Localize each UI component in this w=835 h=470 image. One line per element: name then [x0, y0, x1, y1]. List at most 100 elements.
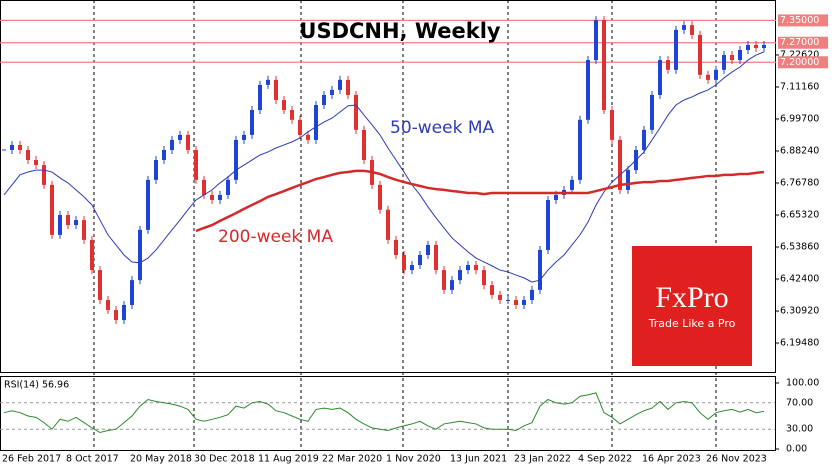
- candle-body: [458, 270, 462, 281]
- candle-body: [578, 119, 582, 180]
- y-tick-label: 7.22620: [780, 49, 819, 60]
- candle-body: [386, 209, 390, 240]
- price-panel: [0, 0, 776, 373]
- candle-body: [442, 270, 446, 290]
- candle-body: [378, 184, 382, 210]
- rsi-tick-label: 100.00: [786, 378, 819, 389]
- candle-body: [402, 254, 406, 271]
- ma50-label: 50-week MA: [390, 118, 495, 138]
- marks: [0, 16, 776, 325]
- candle-body: [242, 134, 246, 140]
- rsi-title: RSI(14) 56.96: [4, 380, 69, 391]
- candle-body: [706, 74, 710, 80]
- candle-body: [170, 139, 174, 150]
- x-tick-label: 11 Aug 2019: [258, 454, 319, 465]
- candle-body: [506, 299, 510, 301]
- candle-body: [154, 160, 158, 180]
- x-tick-label: 22 Mar 2020: [322, 454, 382, 465]
- candle-body: [186, 134, 190, 150]
- rsi-panel: [0, 376, 776, 451]
- rsi-tick-label: 30.00: [786, 424, 813, 435]
- chart-title: USDCNH, Weekly: [299, 19, 501, 43]
- candle-body: [146, 179, 150, 230]
- candle-body: [194, 149, 198, 180]
- candle-body: [298, 119, 302, 135]
- x-tick-label: 20 May 2018: [130, 454, 192, 465]
- candle-body: [258, 84, 262, 111]
- candle-body: [498, 294, 502, 300]
- candle-body: [450, 280, 454, 290]
- candle-body: [74, 220, 78, 226]
- logo-brand: FxPro: [655, 281, 728, 314]
- candle-body: [90, 239, 94, 271]
- candle-body: [210, 194, 214, 200]
- x-tick-label: 4 Sep 2022: [578, 454, 632, 465]
- y-tick-label: 6.30920: [780, 306, 819, 317]
- x-tick-label: 1 Nov 2020: [386, 454, 441, 465]
- candle-body: [338, 79, 342, 90]
- candle-body: [322, 94, 326, 106]
- candle-body: [690, 25, 694, 35]
- candle-body: [666, 60, 670, 70]
- candle-body: [730, 55, 734, 61]
- candle-body: [26, 149, 30, 161]
- y-tick-label: 6.19480: [780, 338, 819, 349]
- candle-body: [490, 285, 494, 295]
- logo-tagline: Trade Like a Pro: [648, 317, 736, 330]
- candle-body: [18, 144, 22, 150]
- candle-body: [42, 165, 46, 185]
- candle-body: [682, 25, 686, 30]
- candle-body: [514, 299, 518, 305]
- candle-body: [538, 249, 542, 290]
- level-tag: [778, 36, 828, 49]
- candle-body: [282, 99, 286, 111]
- candle-body: [162, 149, 166, 161]
- candle-body: [482, 270, 486, 286]
- candle-body: [530, 289, 534, 300]
- candle-body: [594, 20, 598, 61]
- candle-body: [234, 139, 238, 180]
- candle-body: [82, 220, 86, 240]
- ma200-label: 200-week MA: [218, 227, 333, 247]
- candle-body: [546, 199, 550, 250]
- candle-body: [122, 304, 126, 321]
- candle-body: [50, 184, 54, 235]
- x-tick-label: 26 Nov 2023: [706, 454, 767, 465]
- y-tick-label: 6.88240: [780, 145, 819, 156]
- candle-body: [178, 134, 182, 140]
- candle-body: [746, 44, 750, 50]
- candle-body: [330, 89, 334, 95]
- candle-body: [610, 110, 614, 140]
- candle-body: [130, 280, 134, 305]
- candle-body: [754, 44, 758, 49]
- candle-body: [250, 110, 254, 135]
- candle-body: [722, 55, 726, 70]
- candle-body: [106, 299, 110, 310]
- candle-body: [346, 79, 350, 95]
- x-tick-label: 30 Dec 2018: [194, 454, 255, 465]
- candle-body: [714, 69, 718, 80]
- candle-body: [138, 229, 142, 281]
- candle-body: [626, 170, 630, 190]
- x-tick-label: 26 Feb 2017: [2, 454, 61, 465]
- candle-body: [98, 270, 102, 300]
- candle-body: [466, 265, 470, 271]
- rsi-tick-label: 70.00: [786, 397, 813, 408]
- candle-body: [266, 79, 270, 85]
- ma-line: [3, 51, 765, 283]
- candle-body: [474, 265, 478, 271]
- candle-body: [618, 139, 622, 190]
- period-separators: [93, 0, 717, 450]
- candle-body: [762, 44, 766, 49]
- candle-body: [274, 79, 278, 100]
- x-tick-label: 13 Jun 2021: [450, 454, 507, 465]
- candle-body: [314, 105, 318, 140]
- candle-body: [394, 239, 398, 255]
- y-tick-label: 6.76780: [780, 177, 819, 188]
- candle-body: [226, 179, 230, 195]
- level-label: 7.20000: [780, 57, 819, 68]
- y-tick-label: 6.42400: [780, 274, 819, 285]
- candle-body: [418, 254, 422, 266]
- ma-line: [195, 169, 765, 233]
